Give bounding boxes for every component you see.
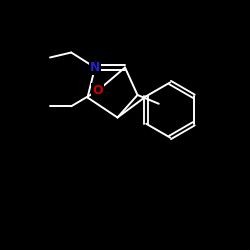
Text: O: O [92, 84, 103, 96]
Text: N: N [90, 61, 100, 74]
